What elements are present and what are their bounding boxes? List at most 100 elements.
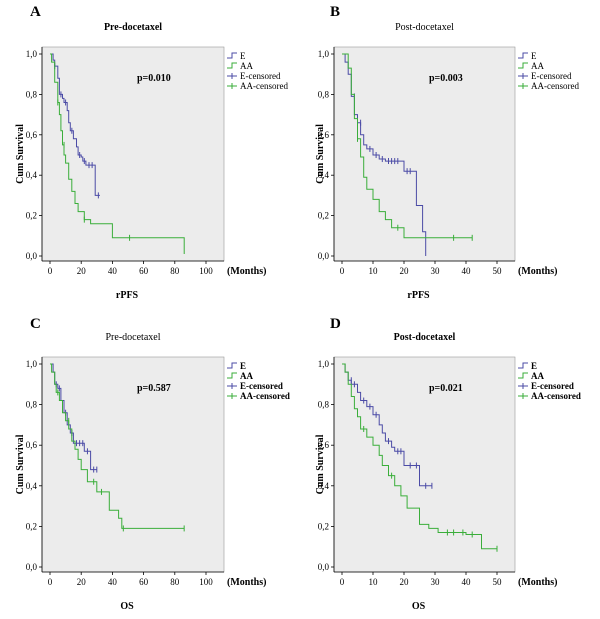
legend-swatch-e bbox=[227, 362, 237, 369]
x-tick-label: 20 bbox=[77, 266, 87, 276]
y-tick-label: 1,0 bbox=[26, 359, 38, 369]
legend-swatch-aa bbox=[227, 62, 237, 69]
x-axis-label: rPFS bbox=[407, 290, 430, 301]
survival-curve-e bbox=[50, 53, 100, 196]
x-tick-label: 0 bbox=[340, 577, 345, 587]
x-tick-label: 60 bbox=[139, 266, 149, 276]
y-tick-label: 0,0 bbox=[26, 251, 38, 261]
y-axis-label: Cum Survival bbox=[15, 124, 26, 184]
y-tick-label: 0,0 bbox=[318, 562, 330, 572]
y-tick-label: 0,2 bbox=[26, 211, 37, 221]
legend-swatch-aa bbox=[227, 372, 237, 379]
x-tick-label: 100 bbox=[199, 266, 213, 276]
chart-panel-a: A Pre-docetaxel 0,0 0,2 0,4 0,6 0,8 1,0 0 20 40 60 8… bbox=[15, 4, 288, 301]
x-tick-label: 0 bbox=[340, 266, 345, 276]
series-aa bbox=[50, 53, 185, 254]
panel-letter: A bbox=[30, 4, 41, 20]
x-tick-label: 20 bbox=[400, 266, 410, 276]
y-tick-label: 0,4 bbox=[318, 170, 330, 180]
y-tick-label: 0,2 bbox=[26, 521, 37, 531]
x-tick-label: 40 bbox=[108, 266, 118, 276]
x-unit-label: (Months) bbox=[518, 266, 557, 277]
chart-panel-c: C Pre-docetaxel 0,0 0,2 0,4 0,6 0,8 1,0 0 20 40 60 8… bbox=[15, 316, 290, 612]
legend-label: E-censored bbox=[240, 71, 281, 81]
legend-swatch-e bbox=[518, 362, 528, 369]
y-tick-label: 0,8 bbox=[318, 89, 330, 99]
series-aa bbox=[342, 53, 473, 241]
x-tick-label: 40 bbox=[108, 577, 118, 587]
y-tick-label: 0,0 bbox=[318, 251, 330, 261]
y-axis-label: Cum Survival bbox=[15, 434, 26, 494]
y-tick-label: 0,4 bbox=[26, 481, 38, 491]
survival-curve-aa bbox=[342, 363, 497, 550]
panel-letter: C bbox=[30, 316, 41, 332]
x-tick-label: 0 bbox=[48, 577, 53, 587]
x-tick-label: 10 bbox=[369, 577, 379, 587]
legend-label: AA bbox=[240, 61, 253, 71]
legend-label: AA bbox=[531, 61, 544, 71]
y-tick-label: 0,6 bbox=[318, 130, 330, 140]
legend-label: AA bbox=[240, 371, 253, 381]
x-tick-label: 50 bbox=[493, 577, 503, 587]
x-tick-label: 20 bbox=[400, 577, 410, 587]
y-tick-label: 0,2 bbox=[318, 521, 329, 531]
y-tick-label: 0,4 bbox=[26, 170, 38, 180]
legend-label: AA bbox=[531, 371, 544, 381]
legend-label: E-censored bbox=[240, 381, 283, 391]
p-value: p=0.587 bbox=[137, 383, 171, 394]
y-tick-label: 0,8 bbox=[26, 89, 38, 99]
x-tick-label: 80 bbox=[170, 577, 180, 587]
plot-area bbox=[333, 356, 516, 573]
survival-curve-aa bbox=[50, 53, 185, 254]
plot-area bbox=[41, 356, 225, 573]
x-tick-label: 80 bbox=[170, 266, 180, 276]
series-aa bbox=[50, 363, 185, 532]
y-tick-label: 1,0 bbox=[26, 49, 38, 59]
x-tick-label: 20 bbox=[77, 577, 87, 587]
x-axis-label: OS bbox=[120, 601, 134, 612]
p-value: p=0.010 bbox=[137, 73, 171, 84]
legend-swatch-e bbox=[518, 52, 528, 59]
legend-label: E bbox=[531, 51, 537, 61]
legend-label: E bbox=[240, 51, 246, 61]
x-tick-label: 30 bbox=[431, 577, 441, 587]
x-tick-label: 30 bbox=[431, 266, 441, 276]
legend-label: AA-censored bbox=[240, 391, 290, 401]
legend-label: E bbox=[531, 361, 537, 371]
y-tick-label: 0,8 bbox=[318, 400, 330, 410]
y-tick-label: 0,8 bbox=[26, 400, 38, 410]
chart-panel-b: B Post-docetaxel 0,0 0,2 0,4 0,6 0,8 1,0 0 10 20 30… bbox=[315, 4, 579, 301]
x-unit-label: (Months) bbox=[227, 577, 266, 588]
p-value: p=0.021 bbox=[429, 383, 463, 394]
y-tick-label: 0,0 bbox=[26, 562, 38, 572]
x-tick-label: 60 bbox=[139, 577, 149, 587]
y-tick-label: 0,6 bbox=[26, 130, 38, 140]
legend-swatch-e bbox=[227, 52, 237, 59]
y-tick-label: 0,6 bbox=[26, 440, 38, 450]
panel-letter: D bbox=[330, 316, 341, 332]
x-tick-label: 50 bbox=[493, 266, 503, 276]
x-tick-label: 40 bbox=[462, 577, 472, 587]
chart-panel-d: D Post-docetaxel 0,0 0,2 0,4 0,6 0,8 1,0 0 10 20 30… bbox=[315, 316, 581, 612]
y-tick-label: 0,6 bbox=[318, 440, 330, 450]
x-tick-label: 0 bbox=[48, 266, 53, 276]
panel-letter: B bbox=[330, 4, 340, 20]
x-tick-label: 40 bbox=[462, 266, 472, 276]
x-unit-label: (Months) bbox=[227, 266, 266, 277]
x-tick-label: 100 bbox=[199, 577, 213, 587]
series-e bbox=[342, 363, 433, 489]
series-aa bbox=[342, 363, 498, 552]
legend-label: E-censored bbox=[531, 381, 574, 391]
p-value: p=0.003 bbox=[429, 73, 463, 84]
legend-swatch-aa bbox=[518, 372, 528, 379]
legend-label: AA-censored bbox=[531, 81, 579, 91]
x-axis-label: OS bbox=[412, 601, 426, 612]
x-axis-label: rPFS bbox=[116, 290, 139, 301]
y-tick-label: 1,0 bbox=[318, 359, 330, 369]
survival-curve-aa bbox=[50, 363, 185, 529]
